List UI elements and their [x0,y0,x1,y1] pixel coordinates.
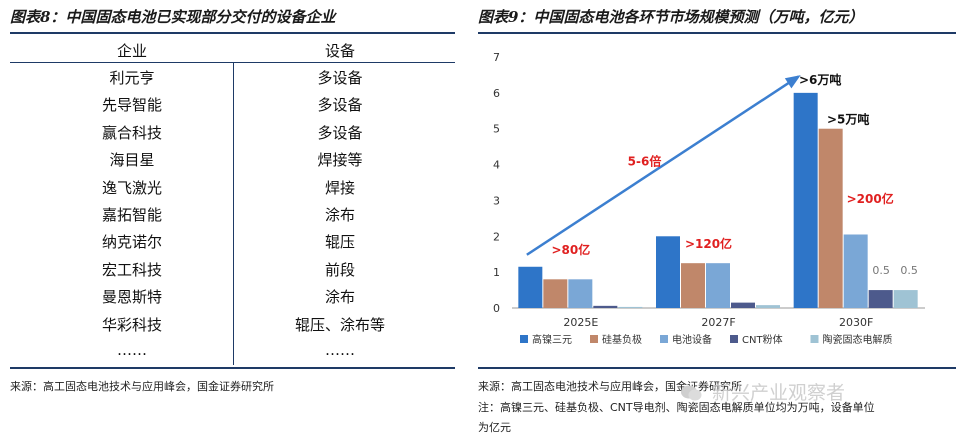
company-cell: 纳克诺尔 [101,233,162,252]
chart-annotation: >6万吨 [799,72,841,87]
bar-电池设备 [843,234,868,308]
bar-CNT粉体 [731,302,755,308]
chart-annotation: >200亿 [847,191,894,206]
equipment-cell: 涂布 [324,206,355,224]
header-company: 企业 [116,42,147,60]
y-tick-label: 4 [493,159,500,172]
company-cell: 利元亨 [109,69,155,87]
legend-swatch [590,335,598,343]
bar-电池设备 [706,263,730,308]
bar-陶瓷固态电解质 [893,290,918,308]
left-top-rule [10,32,455,34]
legend-swatch [520,335,528,343]
header-equipment: 设备 [324,42,355,60]
y-tick-label: 1 [493,266,500,279]
legend-swatch [810,335,819,343]
equipment-cell: 多设备 [317,123,363,142]
legend-swatch [730,335,738,343]
right-note-line2: 为亿元 [478,421,511,434]
chart-annotation: 0.5 [872,264,890,277]
right-note-line1: 注：高镍三元、硅基负极、CNT导电剂、陶瓷固态电解质单位均为万吨，设备单位 [478,401,875,414]
equipment-cell: 辊压 [324,233,355,252]
x-tick-label: 2027F [701,316,735,329]
market-size-chart: 0 1 2 3 4 5 6 7 2025E 2027F 2030F >80亿 >120亿 >200亿 >6万… [493,51,925,346]
y-tick-label: 6 [493,87,500,100]
right-figure-title: 图表9：中国固态电池各环节市场规模预测（万吨，亿元） [478,8,864,26]
equipment-cell: 多设备 [317,69,363,87]
left-bottom-rule [10,367,455,369]
chart-annotation: 5-6倍 [628,154,662,169]
equipment-cell: …… [325,341,355,359]
legend-label: 高镍三元 [532,333,572,346]
right-bottom-rule [478,367,956,369]
bar-陶瓷固态电解质 [618,306,643,308]
bar-高镍三元 [656,236,680,308]
bar-陶瓷固态电解质 [756,305,780,308]
equipment-cell: 焊接 [324,178,355,197]
legend-label: 陶瓷固态电解质 [823,333,893,346]
y-tick-label: 3 [493,194,500,207]
company-cell: 先导智能 [101,96,162,115]
watermark-chat-icon [681,385,702,401]
legend-label: 电池设备 [672,333,712,346]
bar-CNT粉体 [593,305,618,308]
bar-硅基负极 [681,263,705,308]
equipment-cell: 多设备 [317,96,363,115]
left-source: 来源：高工固态电池技术与应用峰会，国金证券研究所 [10,380,274,393]
y-tick-label: 2 [493,230,500,243]
company-cell: 嘉拓智能 [101,206,162,224]
bar-CNT粉体 [868,290,893,308]
company-cell: 曼恩斯特 [101,288,162,307]
equipment-cell: 涂布 [324,288,355,307]
left-header-rule [10,62,455,63]
company-cell: 逸飞激光 [101,178,162,197]
company-cell: …… [117,341,147,359]
company-cell: 华彩科技 [101,315,162,334]
legend-label: CNT粉体 [742,333,783,346]
trend-arrow-head [784,75,801,89]
left-column-divider [233,63,234,365]
watermark-text: 新兴产业观察者 [712,382,846,404]
right-source: 来源：高工固态电池技术与应用峰会，国金证券研究所 [478,380,742,393]
equipment-cell: 前段 [324,260,355,279]
bar-电池设备 [568,279,593,308]
bar-高镍三元 [793,92,818,308]
chart-annotation: 0.5 [900,264,918,277]
chart-annotation: >120亿 [685,236,732,251]
equipment-cell: 辊压、涂布等 [294,315,385,334]
y-tick-label: 0 [493,302,500,315]
bar-硅基负极 [818,128,843,308]
trend-arrow-line [526,75,799,256]
chart-annotation: >5万吨 [827,111,869,126]
company-cell: 赢合科技 [101,123,162,142]
legend-swatch [660,335,668,343]
bar-高镍三元 [518,266,543,308]
y-tick-label: 5 [493,123,500,136]
x-tick-label: 2025E [563,316,598,329]
company-cell: 宏工科技 [101,260,162,279]
y-tick-label: 7 [493,51,500,64]
bar-硅基负极 [543,279,568,308]
right-top-rule [478,32,956,34]
legend-label: 硅基负极 [602,333,642,346]
chart-annotation: >80亿 [551,242,590,257]
equipment-cell: 焊接等 [317,151,363,170]
left-figure-title: 图表8：中国固态电池已实现部分交付的设备企业 [10,8,336,26]
company-cell: 海目星 [109,151,155,170]
x-tick-label: 2030F [839,316,873,329]
